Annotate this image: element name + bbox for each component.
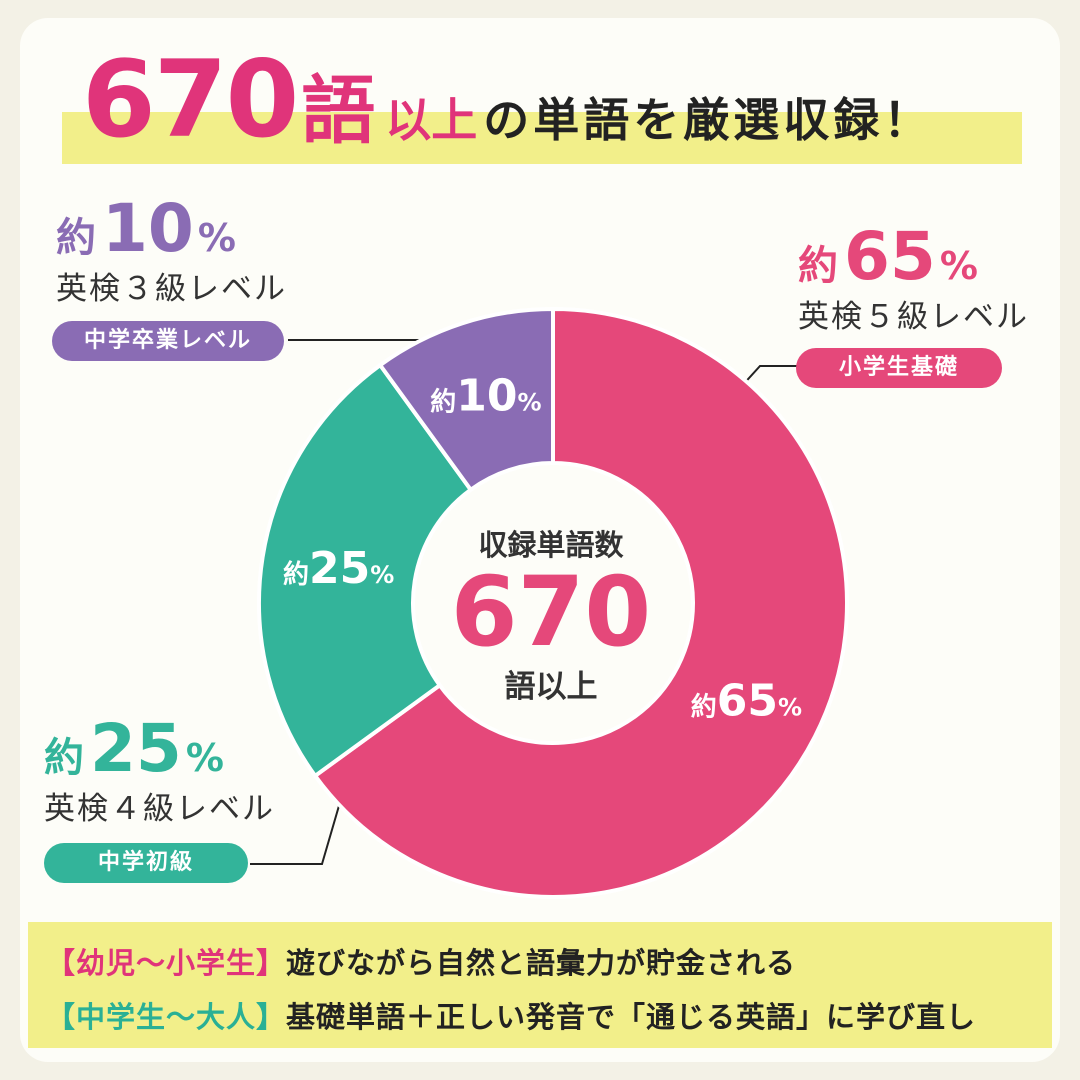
headline-go: 語 — [301, 68, 376, 154]
bottom-line-2-text: 基礎単語＋正しい発音で「通じる英語」に学び直し — [286, 1000, 977, 1034]
donut-slice-1 — [312, 306, 849, 899]
level-5kyu-yaku: 約 — [798, 243, 838, 289]
level-4kyu-eiken: 英検４級レベル — [44, 791, 275, 827]
bottom-line-1-text: 遊びながら自然と語彙力が貯金される — [286, 946, 797, 980]
slice-label-3: 約10% — [430, 371, 541, 422]
level-5kyu-eiken: 英検５級レベル — [798, 299, 1029, 335]
level-label-3kyu: 約 10 % 英検３級レベル — [56, 190, 287, 308]
level-3kyu-eiken: 英検３級レベル — [56, 271, 287, 307]
level-5kyu-percent: 約 65 % — [798, 218, 1029, 295]
bottom-info-box: 【幼児〜小学生】遊びながら自然と語彙力が貯金される 【中学生〜大人】基礎単語＋正… — [28, 922, 1052, 1048]
level-label-4kyu: 約 25 % 英検４級レベル — [44, 710, 275, 828]
level-3kyu-num: 10 — [102, 190, 194, 267]
center-title: 収録単語数 — [478, 528, 624, 562]
level-5kyu-num: 65 — [844, 218, 936, 295]
bottom-line-1: 【幼児〜小学生】遊びながら自然と語彙力が貯金される — [46, 940, 796, 982]
level-4kyu-per: % — [185, 736, 224, 780]
level-3kyu-percent: 約 10 % — [56, 190, 287, 267]
level-4kyu-num: 25 — [90, 710, 182, 787]
center-unit: 語以上 — [505, 669, 598, 705]
headline-rest: の単語を厳選収録！ — [483, 93, 934, 147]
level-4kyu-percent: 約 25 % — [44, 710, 275, 787]
slice-label-2: 約25% — [283, 543, 394, 594]
headline-number: 670 — [82, 38, 299, 161]
bottom-line-2-tag: 【中学生〜大人】 — [46, 1000, 287, 1034]
slice-label-1: 約65% — [691, 676, 802, 727]
headline: 670 語 以上 の単語を厳選収録！ — [82, 38, 934, 161]
center-number: 670 — [451, 556, 651, 668]
bottom-line-1-tag: 【幼児〜小学生】 — [46, 946, 287, 980]
level-5kyu-pill: 小学生基礎 — [796, 348, 1002, 388]
donut-slice-2 — [257, 362, 474, 779]
level-3kyu-pill: 中学卒業レベル — [52, 321, 284, 361]
bottom-line-2: 【中学生〜大人】基礎単語＋正しい発音で「通じる英語」に学び直し — [46, 994, 976, 1036]
level-3kyu-per: % — [197, 216, 236, 260]
headline-ijo: 以上 — [385, 93, 478, 147]
level-4kyu-pill: 中学初級 — [44, 843, 248, 883]
level-label-5kyu: 約 65 % 英検５級レベル — [798, 218, 1029, 336]
donut-slice-3 — [377, 306, 555, 493]
headline-highlight — [62, 112, 1022, 164]
level-3kyu-yaku: 約 — [56, 215, 96, 261]
level-4kyu-yaku: 約 — [44, 735, 84, 781]
level-5kyu-per: % — [939, 244, 978, 288]
